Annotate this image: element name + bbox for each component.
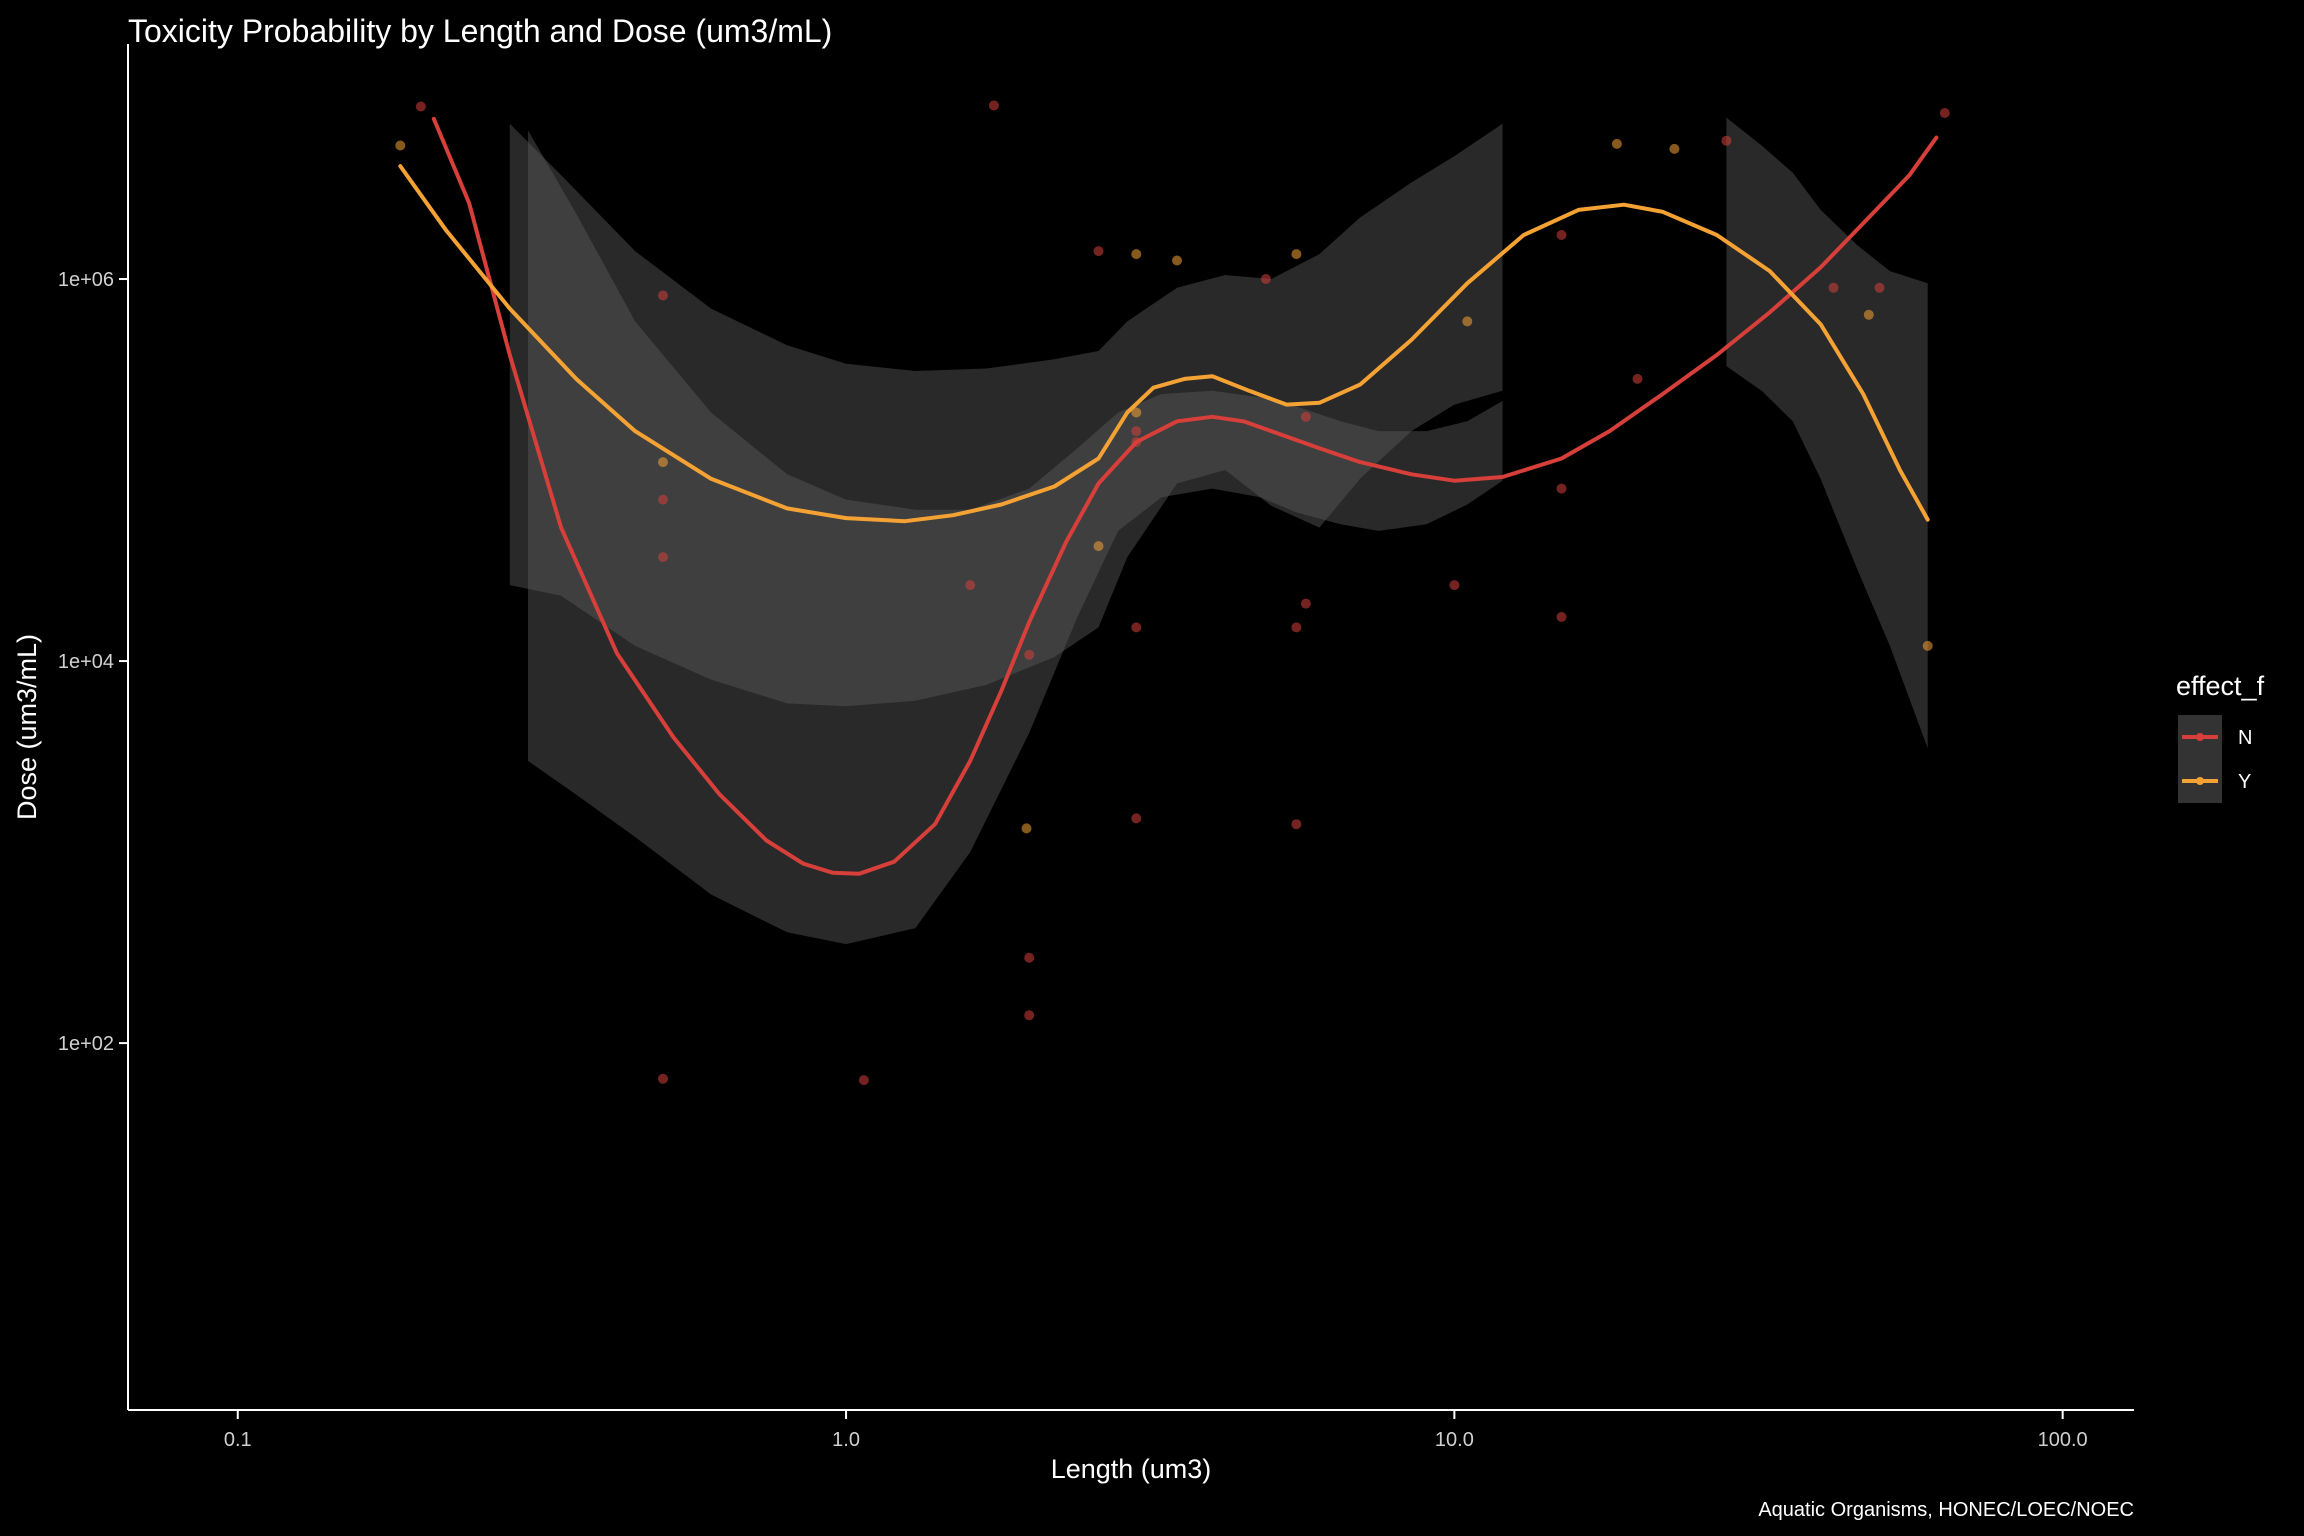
point-n-25 bbox=[1632, 373, 1643, 384]
point-n-16 bbox=[1291, 622, 1302, 633]
point-n-20 bbox=[1260, 274, 1271, 284]
point-y-7 bbox=[1291, 249, 1302, 260]
x-tick-label: 0.1 bbox=[224, 1429, 252, 1451]
y-tick-label: 1e+04 bbox=[58, 651, 114, 673]
point-n-27 bbox=[1828, 282, 1839, 293]
point-n-6 bbox=[965, 580, 976, 591]
point-y-5 bbox=[1131, 407, 1142, 418]
confidence-band-n bbox=[528, 130, 1503, 945]
x-axis-title: Length (um3) bbox=[1051, 1454, 1212, 1484]
chart-caption: Aquatic Organisms, HONEC/LOEC/NOEC bbox=[1758, 1499, 2134, 1521]
point-n-4 bbox=[658, 1073, 668, 1084]
legend-point-n bbox=[2196, 733, 2204, 741]
x-axis-ticks: 0.1 1.0 10.0 100.0 bbox=[224, 1410, 2088, 1451]
point-n-18 bbox=[1300, 598, 1311, 609]
point-n-9 bbox=[1024, 952, 1035, 963]
point-n-10 bbox=[1024, 1010, 1035, 1021]
point-n-3 bbox=[658, 552, 668, 563]
point-y-2 bbox=[1021, 823, 1032, 834]
point-n-11 bbox=[1093, 246, 1104, 257]
point-n-7 bbox=[988, 100, 999, 111]
smooth-line-y bbox=[398, 164, 1930, 524]
point-y-0 bbox=[395, 140, 406, 151]
point-y-10 bbox=[1669, 143, 1680, 154]
point-n-2 bbox=[658, 494, 668, 505]
point-n-22 bbox=[1556, 230, 1567, 240]
legend-point-y bbox=[2196, 777, 2204, 785]
point-n-5 bbox=[858, 1075, 869, 1086]
point-n-12 bbox=[1131, 622, 1142, 633]
point-n-8 bbox=[1024, 649, 1035, 660]
confidence-bands bbox=[509, 117, 1928, 945]
legend-label-n: N bbox=[2238, 727, 2252, 749]
point-y-1 bbox=[658, 457, 668, 468]
point-n-26 bbox=[1721, 135, 1732, 146]
point-y-9 bbox=[1611, 138, 1622, 149]
y-axis-ticks: 1e+02 1e+04 1e+06 bbox=[58, 269, 128, 1055]
point-n-23 bbox=[1556, 612, 1567, 622]
y-axis-title: Dose (um3/mL) bbox=[12, 634, 42, 820]
confidence-band-y-2 bbox=[1726, 117, 1928, 749]
chart-title: Toxicity Probability by Length and Dose … bbox=[128, 13, 832, 49]
point-y-4 bbox=[1131, 249, 1142, 260]
point-y-12 bbox=[1922, 640, 1933, 651]
point-n-13 bbox=[1131, 813, 1142, 824]
legend-entries: NY bbox=[2178, 715, 2252, 803]
point-n-17 bbox=[1291, 819, 1302, 830]
x-tick-label: 100.0 bbox=[2038, 1429, 2088, 1451]
legend: effect_f NY bbox=[2176, 671, 2265, 803]
confidence-band-y bbox=[509, 123, 1503, 707]
smooth-line-n bbox=[431, 116, 1939, 876]
point-n-19 bbox=[1300, 411, 1311, 422]
point-n-1 bbox=[658, 290, 668, 301]
legend-title: effect_f bbox=[2176, 671, 2265, 701]
point-n-24 bbox=[1556, 483, 1567, 494]
smooth-lines bbox=[398, 116, 1939, 876]
point-n-15 bbox=[1131, 426, 1142, 437]
point-n-29 bbox=[1939, 108, 1950, 118]
data-points bbox=[395, 100, 1950, 1086]
x-tick-label: 10.0 bbox=[1435, 1429, 1474, 1451]
point-y-8 bbox=[1462, 316, 1473, 327]
point-n-21 bbox=[1449, 580, 1460, 591]
legend-label-y: Y bbox=[2238, 771, 2251, 793]
point-y-6 bbox=[1172, 255, 1182, 266]
x-tick-label: 1.0 bbox=[832, 1429, 860, 1451]
y-tick-label: 1e+02 bbox=[58, 1033, 114, 1055]
point-y-3 bbox=[1093, 541, 1104, 552]
point-n-0 bbox=[415, 101, 426, 112]
point-n-28 bbox=[1874, 282, 1885, 293]
point-y-11 bbox=[1863, 309, 1874, 320]
y-tick-label: 1e+06 bbox=[58, 269, 114, 291]
